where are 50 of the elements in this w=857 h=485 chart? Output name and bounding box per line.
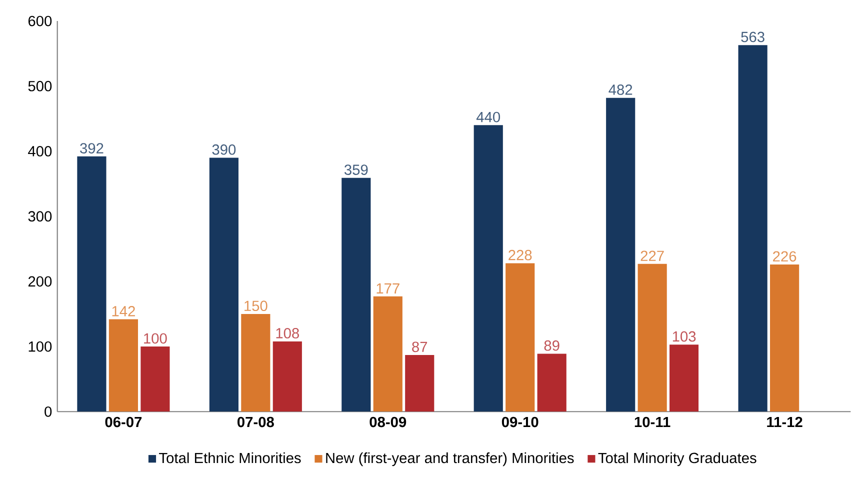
y-tick-label: 400 — [28, 146, 52, 156]
bar — [272, 341, 302, 412]
data-label: 227 — [640, 250, 664, 261]
bar — [537, 354, 566, 412]
data-label: 150 — [244, 300, 268, 312]
bar — [606, 98, 636, 412]
data-label: 142 — [112, 306, 135, 316]
bar — [670, 344, 699, 412]
data-label: 177 — [376, 283, 400, 294]
x-tick-label: 07-08 — [238, 416, 274, 428]
x-tick-label: 06-07 — [105, 416, 142, 428]
x-tick-label: 08-09 — [370, 416, 406, 428]
data-label: 563 — [741, 32, 764, 42]
bar — [738, 45, 768, 412]
y-tick-label: 600 — [28, 16, 52, 26]
bar — [638, 264, 667, 412]
bar — [140, 346, 170, 412]
y-tick-label: 100 — [28, 341, 52, 352]
x-tick-label: 09-10 — [502, 416, 538, 428]
bar — [770, 264, 800, 412]
x-tick-label: 11-12 — [767, 416, 802, 428]
legend-label: New (first-year and transfer) Minorities — [326, 452, 574, 466]
data-label: 392 — [80, 143, 104, 154]
data-label: 89 — [544, 340, 560, 351]
bar — [405, 355, 434, 412]
data-label: 440 — [476, 112, 500, 122]
data-label: 482 — [608, 84, 632, 95]
y-tick-label: 300 — [28, 211, 52, 222]
data-label: 100 — [144, 333, 167, 344]
y-tick-label: 500 — [28, 80, 52, 92]
bar — [506, 263, 535, 412]
bar — [77, 156, 106, 412]
data-label: 103 — [672, 331, 696, 342]
bar — [373, 296, 402, 412]
bar — [241, 314, 270, 412]
x-tick-label: 10-11 — [634, 416, 670, 428]
data-label: 108 — [276, 328, 299, 338]
legend-label: Total Minority Graduates — [598, 452, 756, 466]
data-label: 390 — [212, 144, 236, 155]
y-tick-label: 200 — [28, 276, 52, 287]
data-label: 87 — [412, 342, 428, 352]
data-label: 226 — [773, 251, 796, 262]
data-label: 359 — [344, 164, 368, 175]
bar — [342, 178, 371, 412]
y-tick-label: 0 — [44, 406, 52, 417]
bar — [209, 158, 238, 412]
bar — [474, 125, 503, 412]
bar — [108, 319, 138, 412]
legend-label: Total Ethnic Minorities — [159, 452, 301, 464]
data-label: 228 — [508, 250, 532, 260]
